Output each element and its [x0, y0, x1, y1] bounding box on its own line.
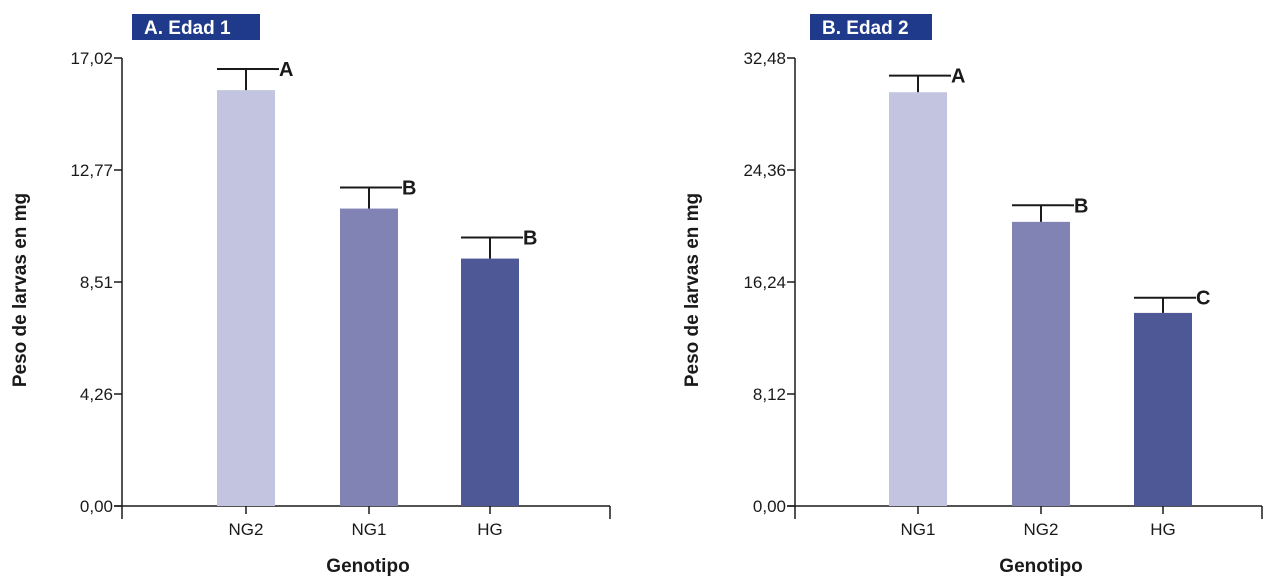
x-tick-label: NG1: [901, 520, 936, 539]
x-tick-label: HG: [1150, 520, 1176, 539]
panel-title-background: [810, 14, 932, 40]
y-axis-title: Peso de larvas en mg: [10, 193, 31, 387]
bar-ng2: [217, 90, 275, 507]
y-tick-label: 16,24: [743, 273, 786, 292]
y-tick-label: 8,51: [80, 273, 113, 292]
y-tick-label: 32,48: [743, 49, 786, 68]
bar-hg: [461, 258, 519, 506]
y-tick-label: 8,12: [753, 385, 786, 404]
x-tick-label: NG2: [1024, 520, 1059, 539]
y-tick-label: 17,02: [70, 49, 113, 68]
y-tick-label: 24,36: [743, 161, 786, 180]
x-axis-title: Genotipo: [326, 556, 409, 577]
x-tick-label: NG1: [352, 520, 387, 539]
x-tick-label: NG2: [229, 520, 264, 539]
panel-title-background: [132, 14, 260, 40]
y-tick-label: 4,26: [80, 385, 113, 404]
panel-title: B. Edad 2: [822, 18, 909, 39]
significance-label: A: [279, 59, 293, 81]
panel-title: A. Edad 1: [144, 18, 231, 39]
significance-label: C: [1196, 288, 1210, 310]
panel-b: B. Edad 2 0,00 8,12 16,24 24,36 32,48 A NG1 B NG2…: [682, 14, 1263, 577]
y-tick-label: 0,00: [753, 497, 786, 516]
bar-ng1: [340, 208, 398, 506]
x-axis-title: Genotipo: [999, 556, 1082, 577]
y-tick-label: 12,77: [70, 161, 113, 180]
bar-hg: [1134, 312, 1192, 506]
significance-label: A: [951, 66, 965, 88]
panel-a: A. Edad 1 0,00 4,26 8,51 12,77 17,02 A NG2 B NG1 B…: [10, 14, 611, 577]
x-tick-label: HG: [477, 520, 503, 539]
bar-ng1: [889, 92, 947, 506]
significance-label: B: [1074, 195, 1088, 217]
bar-ng2: [1012, 221, 1070, 507]
significance-label: B: [402, 178, 416, 200]
y-axis-title: Peso de larvas en mg: [682, 193, 703, 387]
y-tick-label: 0,00: [80, 497, 113, 516]
significance-label: B: [523, 228, 537, 250]
